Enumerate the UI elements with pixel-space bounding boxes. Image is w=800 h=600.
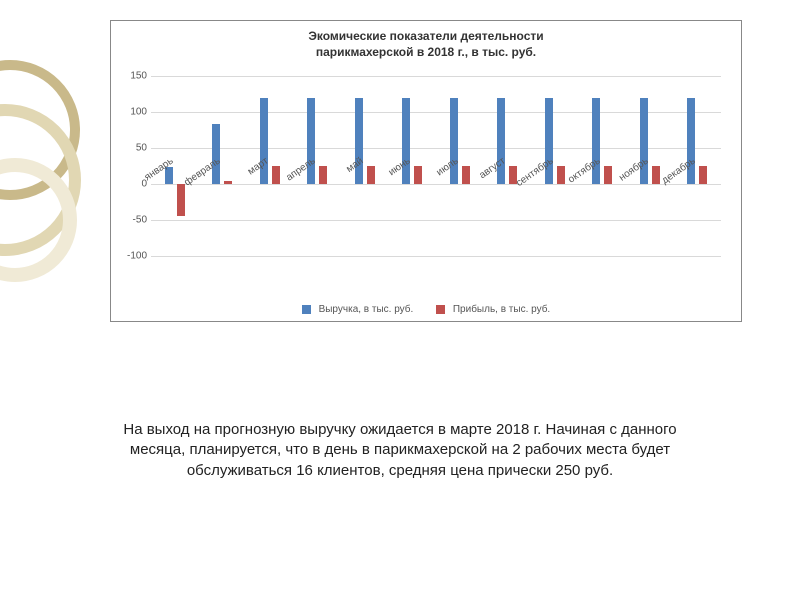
y-axis-label: 50 xyxy=(119,143,147,154)
legend-swatch-profit xyxy=(436,305,445,314)
bar-group: январь xyxy=(151,76,199,256)
slide-caption: На выход на прогнозную выручку ожидается… xyxy=(120,420,680,481)
grid-line xyxy=(151,256,721,257)
legend-swatch-revenue xyxy=(302,305,311,314)
y-axis-label: 100 xyxy=(119,107,147,118)
chart-container: Экомические показатели деятельности пари… xyxy=(110,20,742,322)
bar-revenue xyxy=(592,98,600,184)
bar-group: апрель xyxy=(294,76,342,256)
bar-revenue xyxy=(307,98,315,184)
bar-group: июнь xyxy=(389,76,437,256)
slide-ring-decoration xyxy=(0,60,90,300)
bar-group: декабрь xyxy=(674,76,722,256)
chart-legend: Выручка, в тыс. руб. Прибыль, в тыс. руб… xyxy=(111,304,741,315)
bar-group: февраль xyxy=(199,76,247,256)
y-axis-label: -50 xyxy=(119,215,147,226)
bar-group: сентябрь xyxy=(531,76,579,256)
bar-group: октябрь xyxy=(579,76,627,256)
legend-item-revenue: Выручка, в тыс. руб. xyxy=(302,304,414,315)
bar-revenue xyxy=(402,98,410,184)
legend-item-profit: Прибыль, в тыс. руб. xyxy=(436,304,550,315)
bar-group: ноябрь xyxy=(626,76,674,256)
legend-label-revenue: Выручка, в тыс. руб. xyxy=(319,304,414,315)
y-axis-label: 150 xyxy=(119,71,147,82)
bar-revenue xyxy=(212,124,220,184)
bar-revenue xyxy=(687,98,695,184)
bar-revenue xyxy=(497,98,505,184)
chart-plot-area: -100-50050100150январьфевральмартапрельм… xyxy=(151,76,721,256)
bar-profit xyxy=(699,166,707,184)
chart-title: Экомические показатели деятельности пари… xyxy=(111,29,741,60)
y-axis-label: -100 xyxy=(119,251,147,262)
bar-group: март xyxy=(246,76,294,256)
bar-group: май xyxy=(341,76,389,256)
bar-group: август xyxy=(484,76,532,256)
legend-label-profit: Прибыль, в тыс. руб. xyxy=(453,304,550,315)
bar-group: июль xyxy=(436,76,484,256)
